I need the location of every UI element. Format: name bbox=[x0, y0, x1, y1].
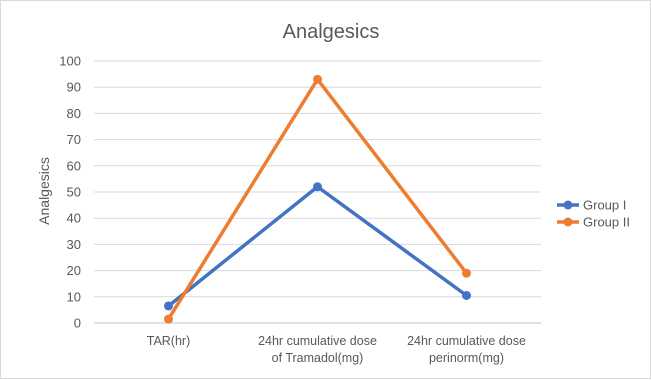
y-tick-label: 90 bbox=[67, 80, 81, 95]
data-point bbox=[164, 314, 173, 324]
y-tick-label: 80 bbox=[67, 106, 81, 121]
x-axis-categories: TAR(hr) 24hr cumulative dose of Tramadol(m… bbox=[147, 334, 526, 365]
data-point bbox=[462, 268, 471, 278]
legend-marker bbox=[563, 217, 573, 227]
y-tick-label: 60 bbox=[67, 158, 81, 173]
y-tick-label: 70 bbox=[67, 132, 81, 147]
legend-label: Group II bbox=[583, 215, 630, 230]
legend-marker bbox=[563, 200, 573, 210]
y-tick-label: 30 bbox=[67, 237, 81, 252]
y-tick-label: 40 bbox=[67, 211, 81, 226]
chart-title: Analgesics bbox=[283, 21, 380, 43]
series-group bbox=[164, 74, 471, 324]
x-tick-label: 24hr cumulative dose of Tramadol(mg) bbox=[258, 334, 377, 365]
data-point bbox=[313, 182, 322, 192]
y-axis-label: Analgesics bbox=[36, 157, 52, 225]
y-tick-label: 0 bbox=[74, 316, 81, 331]
y-axis-ticks: 0 10 20 30 40 50 60 70 80 90 100 bbox=[59, 54, 81, 331]
data-point bbox=[164, 301, 173, 311]
legend-label: Group I bbox=[583, 198, 626, 213]
data-point bbox=[313, 74, 322, 84]
x-tick-label: TAR(hr) bbox=[147, 334, 191, 348]
legend: Group I Group II bbox=[557, 198, 630, 230]
data-point bbox=[462, 290, 471, 300]
x-tick-label: 24hr cumulative dose perinorm(mg) bbox=[407, 334, 526, 365]
y-tick-label: 20 bbox=[67, 263, 81, 278]
y-tick-label: 10 bbox=[67, 289, 81, 304]
gridlines bbox=[94, 60, 541, 298]
y-tick-label: 50 bbox=[67, 185, 81, 200]
y-tick-label: 100 bbox=[59, 54, 81, 69]
series-line bbox=[167, 77, 468, 320]
